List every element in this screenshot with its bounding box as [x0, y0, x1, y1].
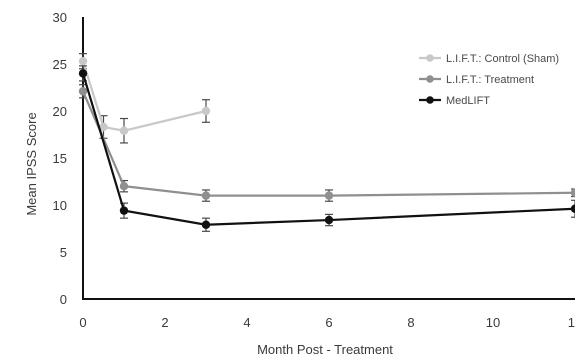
- data-point: [99, 122, 108, 132]
- series-2: [78, 65, 575, 232]
- legend-marker-treatment: [426, 75, 434, 83]
- data-point: [570, 188, 575, 197]
- data-point: [78, 56, 88, 66]
- x-tick-label-8: 8: [407, 315, 414, 330]
- series-line: [81, 90, 575, 197]
- data-point: [201, 106, 211, 116]
- data-point: [201, 220, 211, 229]
- y-tick-label-15: 15: [53, 151, 67, 166]
- x-tick-label-12: 12: [568, 315, 575, 330]
- legend-label-treatment: L.I.F.T.: Treatment: [446, 74, 534, 86]
- x-tick-label-2: 2: [161, 315, 168, 330]
- series-0: [78, 53, 211, 144]
- y-tick-label-10: 10: [53, 198, 67, 213]
- data-point: [119, 182, 129, 191]
- y-tick-label-0: 0: [60, 292, 67, 307]
- legend-marker-medlift: [426, 96, 434, 104]
- legend-label-control: L.I.F.T.: Control (Sham): [446, 53, 559, 65]
- y-axis-title: Mean IPSS Score: [24, 112, 39, 215]
- y-tick-label-20: 20: [53, 104, 67, 119]
- legend-label-medlift: MedLIFT: [446, 95, 490, 107]
- x-tick-label-10: 10: [486, 315, 500, 330]
- x-axis-title: Month Post - Treatment: [257, 342, 393, 357]
- x-tick-labels: 0 2 4 6 8 10 12: [79, 315, 575, 330]
- legend-item-control: L.I.F.T.: Control (Sham): [419, 53, 559, 65]
- y-tick-label-5: 5: [60, 245, 67, 260]
- data-point: [78, 69, 88, 78]
- x-tick-label-6: 6: [325, 315, 332, 330]
- y-tick-labels: 0 5 10 15 20 25 30: [53, 10, 67, 307]
- series-line: [81, 73, 575, 226]
- series-line: [81, 60, 207, 132]
- data-point: [119, 206, 129, 215]
- y-tick-label-25: 25: [53, 57, 67, 72]
- series-layer: [78, 53, 575, 232]
- data-point: [201, 191, 211, 200]
- error-bar: [571, 199, 575, 218]
- legend: L.I.F.T.: Control (Sham) L.I.F.T.: Treat…: [419, 53, 559, 107]
- data-point: [570, 204, 575, 213]
- legend-item-treatment: L.I.F.T.: Treatment: [419, 74, 534, 86]
- data-point: [324, 215, 334, 225]
- series-1: [78, 84, 575, 202]
- x-tick-label-4: 4: [243, 315, 250, 330]
- y-tick-label-30: 30: [53, 10, 67, 25]
- error-bar: [571, 188, 575, 198]
- legend-marker-control: [426, 54, 434, 62]
- data-point: [119, 126, 129, 135]
- data-point: [78, 87, 88, 96]
- x-tick-label-0: 0: [79, 315, 86, 330]
- legend-item-medlift: MedLIFT: [419, 95, 490, 107]
- data-point: [324, 191, 334, 200]
